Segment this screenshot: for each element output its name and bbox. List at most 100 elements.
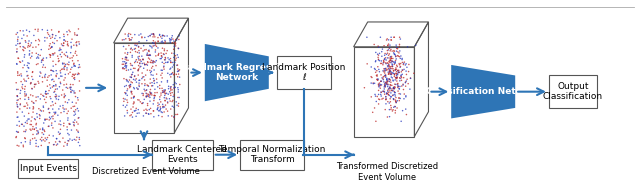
Point	[127, 92, 137, 96]
Point	[26, 82, 36, 85]
Point	[385, 69, 396, 72]
Point	[150, 54, 161, 57]
Point	[170, 54, 180, 57]
Point	[141, 112, 151, 115]
Point	[23, 42, 33, 45]
Point	[63, 72, 74, 75]
Point	[122, 111, 132, 114]
Point	[154, 33, 164, 36]
Point	[33, 129, 43, 133]
Point	[382, 49, 392, 52]
Point	[54, 59, 64, 62]
Point	[158, 105, 168, 108]
Point	[13, 88, 23, 91]
Point	[65, 86, 76, 89]
Point	[43, 76, 53, 79]
Point	[174, 68, 184, 71]
Point	[378, 90, 388, 93]
Point	[129, 48, 140, 51]
Point	[170, 81, 180, 84]
Point	[73, 59, 83, 62]
Point	[129, 75, 140, 78]
Point	[169, 45, 179, 48]
Point	[147, 81, 157, 84]
Point	[35, 97, 45, 100]
Point	[391, 101, 401, 104]
Point	[51, 34, 61, 37]
Point	[173, 69, 184, 72]
Point	[72, 40, 82, 43]
Point	[70, 95, 81, 98]
Point	[44, 125, 54, 128]
Point	[157, 37, 167, 40]
Point	[392, 47, 402, 50]
Point	[148, 99, 159, 102]
Point	[49, 42, 60, 45]
Point	[56, 55, 67, 58]
Point	[397, 61, 408, 64]
Point	[118, 67, 128, 70]
Point	[379, 87, 389, 91]
Point	[385, 67, 396, 70]
Point	[48, 104, 58, 107]
Point	[150, 41, 161, 44]
Point	[383, 93, 394, 96]
Point	[386, 75, 396, 79]
Point	[122, 104, 132, 107]
Point	[131, 50, 141, 53]
Point	[131, 77, 141, 80]
Point	[142, 92, 152, 95]
Point	[32, 112, 42, 115]
Point	[65, 88, 76, 91]
Point	[384, 87, 394, 90]
Point	[385, 95, 396, 98]
Point	[51, 75, 61, 78]
Point	[136, 60, 147, 63]
Point	[389, 75, 399, 78]
Point	[122, 109, 132, 112]
Point	[132, 51, 143, 54]
Point	[74, 138, 84, 141]
Point	[53, 57, 63, 60]
Point	[134, 51, 145, 54]
Point	[388, 106, 399, 109]
Point	[126, 76, 136, 79]
Point	[145, 92, 156, 95]
Point	[150, 50, 161, 53]
Point	[148, 45, 158, 48]
Point	[387, 49, 397, 53]
Point	[63, 63, 74, 66]
Point	[393, 90, 403, 93]
Point	[23, 66, 33, 69]
Text: Classification Network: Classification Network	[426, 87, 541, 96]
Point	[382, 56, 392, 59]
Point	[394, 51, 404, 54]
Point	[394, 55, 404, 58]
Point	[164, 97, 175, 100]
Point	[164, 37, 175, 40]
Point	[379, 67, 389, 70]
Point	[21, 93, 31, 96]
Point	[15, 60, 25, 63]
Point	[388, 79, 398, 82]
Point	[388, 49, 399, 52]
Point	[165, 86, 175, 89]
Point	[19, 33, 29, 36]
Point	[383, 89, 393, 92]
Point	[156, 94, 166, 97]
Point	[383, 48, 394, 51]
Point	[47, 45, 57, 48]
Point	[38, 63, 49, 66]
Point	[390, 59, 401, 62]
Point	[122, 58, 132, 62]
Point	[158, 106, 168, 109]
Point	[127, 36, 137, 39]
Point	[393, 85, 403, 88]
Point	[69, 74, 79, 77]
Point	[53, 130, 63, 134]
Point	[166, 114, 177, 117]
Point	[54, 95, 64, 98]
Point	[148, 39, 159, 42]
Point	[118, 45, 129, 48]
Point	[388, 57, 398, 60]
